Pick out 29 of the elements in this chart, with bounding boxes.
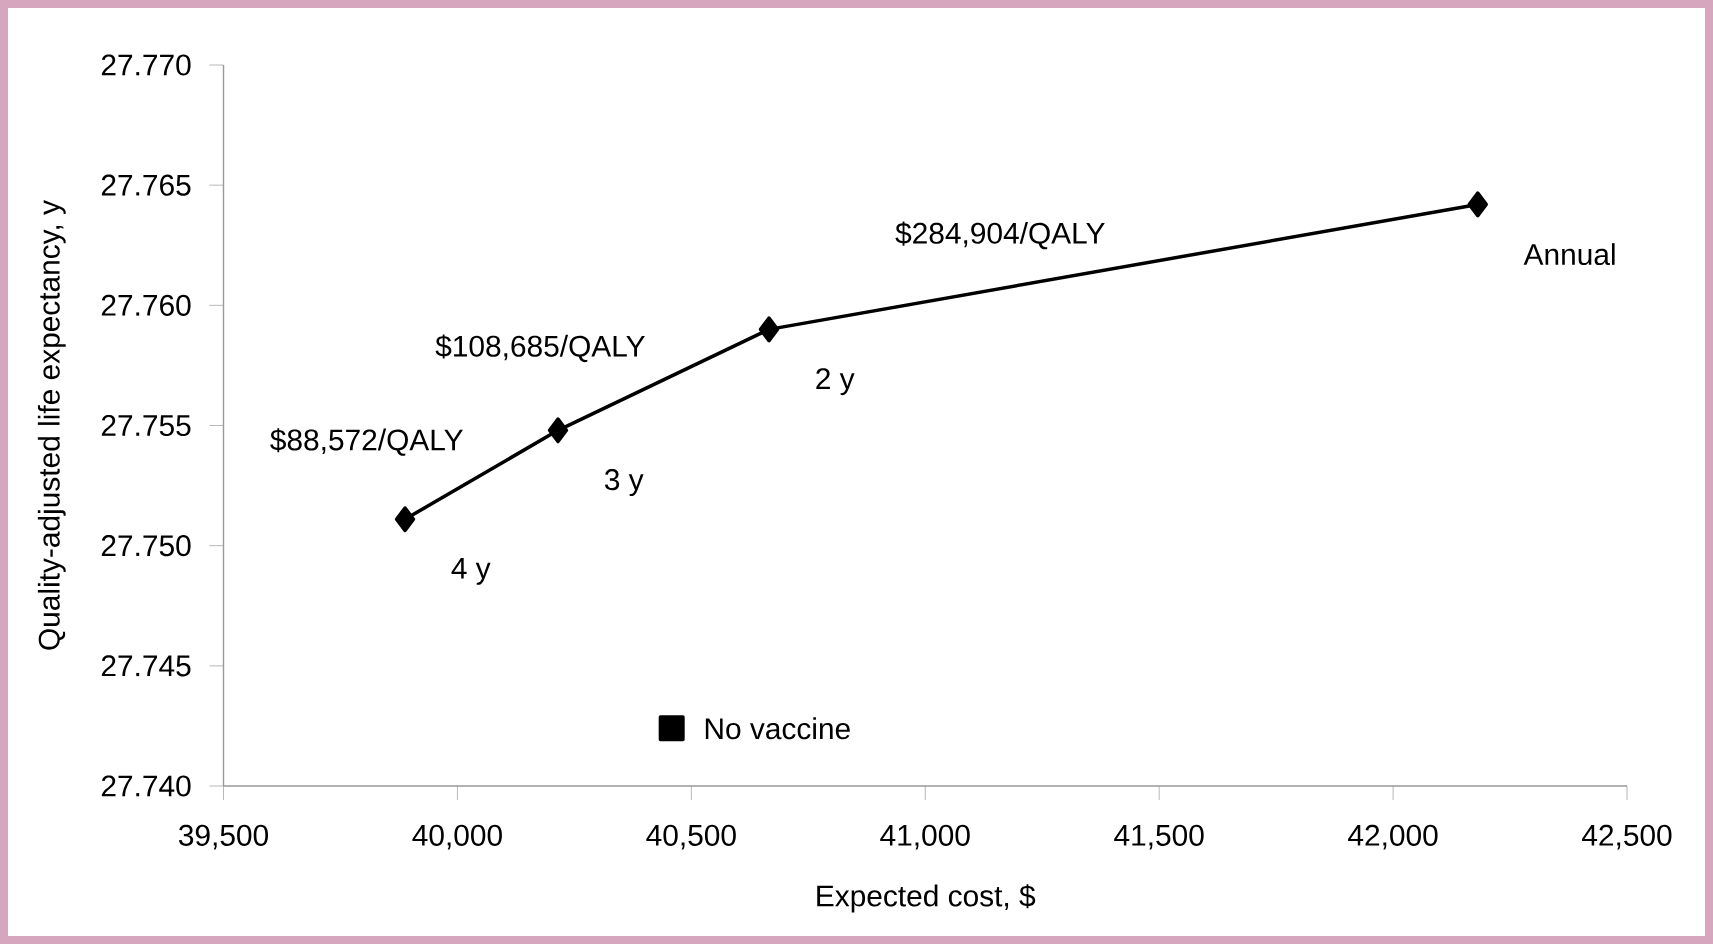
x-tick-label: 42,500 (1581, 824, 1672, 850)
x-tick-label: 41,000 (880, 824, 970, 850)
x-tick-label: 40,500 (646, 824, 736, 850)
annotation: 3 y (604, 469, 644, 497)
annotation: Annual (1523, 243, 1615, 266)
y-tick-label: 27.765 (101, 174, 191, 196)
y-axis-title: Quality-adjusted life expectancy, y (37, 200, 66, 650)
series-label: No vaccine (705, 717, 850, 740)
y-tick-label: 27.755 (101, 414, 191, 437)
point (547, 417, 569, 444)
annotation: $284,904/QALY (895, 221, 1105, 250)
y-tick-label: 27.770 (101, 54, 191, 76)
annotation: 4 y (451, 558, 491, 585)
x-tick-label: 42,000 (1348, 824, 1438, 850)
annotation: $108,685/QALY (435, 334, 645, 363)
x-tick-label: 41,500 (1114, 824, 1204, 850)
point (758, 316, 780, 343)
x-tick-label: 40,000 (412, 824, 502, 850)
point (394, 506, 416, 533)
point (658, 715, 685, 742)
y-tick-label: 27.745 (101, 655, 191, 677)
annotation: 2 y (816, 368, 855, 396)
y-tick-label: 27.750 (101, 535, 191, 557)
y-tick-label: 27.760 (101, 294, 191, 316)
annotation: $88,572/QALY (270, 428, 463, 456)
point (1467, 191, 1488, 218)
y-tick-label: 27.740 (101, 775, 191, 797)
x-tick-label: 39,500 (178, 824, 268, 850)
x-axis-title: Expected cost, $ (817, 884, 1036, 913)
